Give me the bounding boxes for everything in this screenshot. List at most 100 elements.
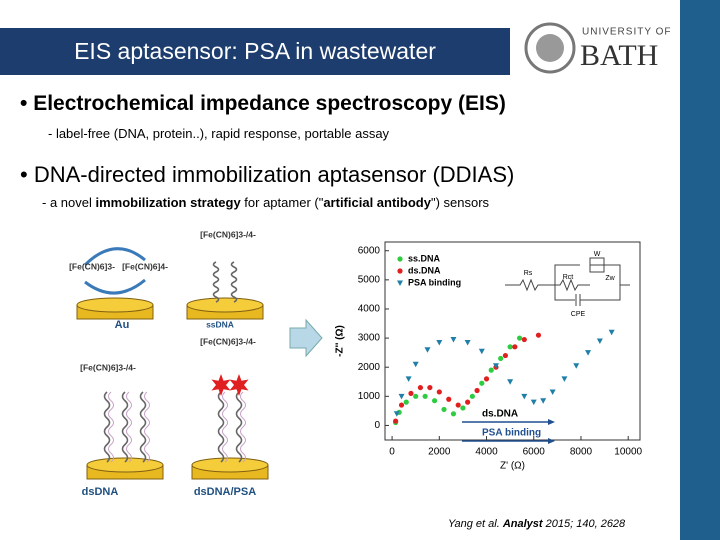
data-point	[398, 393, 405, 400]
data-point	[405, 376, 412, 382]
data-point	[431, 398, 438, 404]
data-point	[422, 393, 428, 399]
text-segment: ") sensors	[430, 195, 490, 210]
data-point	[540, 398, 547, 404]
text-segment: - a novel	[42, 195, 96, 210]
circuit-label: Zw	[605, 275, 615, 282]
data-point	[596, 338, 603, 344]
y-tick-label: 2000	[358, 362, 381, 373]
schematic-label: Au	[115, 319, 130, 331]
circuit-label: Rct	[563, 274, 574, 281]
cycle-arrow	[83, 247, 146, 267]
dna-strand	[139, 391, 147, 463]
data-point	[535, 332, 542, 338]
dna-strand	[230, 261, 238, 303]
dna-strand	[144, 391, 150, 463]
data-point	[398, 402, 405, 408]
y-axis-title: -Z'' (Ω)	[335, 325, 346, 357]
data-point	[393, 411, 400, 417]
legend-label: ds.DNA	[408, 265, 441, 275]
circuit-label: W	[594, 251, 601, 258]
data-point	[507, 344, 513, 350]
psa-protein	[211, 374, 231, 396]
logo-emblem	[536, 34, 564, 62]
dna-strand	[240, 391, 246, 463]
circuit-box	[589, 257, 605, 273]
schematic-label: [Fe(CN)6]3-/4-	[200, 229, 256, 239]
electrode-top	[76, 297, 154, 313]
data-point	[516, 335, 523, 341]
data-point	[460, 405, 466, 411]
data-point	[498, 355, 504, 362]
circuit-inset	[500, 246, 635, 318]
dna-strand	[222, 391, 228, 463]
data-point	[424, 347, 431, 353]
dna-strand	[103, 391, 111, 463]
schematic-label: [Fe(CN)6]3-/4-	[200, 336, 256, 346]
data-point	[502, 352, 509, 359]
data-point	[483, 376, 490, 382]
data-point	[530, 399, 537, 406]
circuit-label: CPE	[571, 311, 586, 318]
dna-strand	[121, 391, 129, 463]
schematic-label: dsDNA	[82, 486, 119, 498]
x-axis-title: Z' (Ω)	[500, 461, 525, 472]
data-point	[561, 376, 568, 382]
logo: UNIVERSITY OF BATH	[524, 22, 672, 74]
cycle-arrow	[84, 278, 146, 295]
bullet-text: Electrochemical impedance spectroscopy (…	[33, 92, 506, 115]
y-tick-label: 5000	[358, 274, 381, 285]
x-tick-label: 8000	[570, 447, 593, 458]
y-tick-label: 1000	[358, 391, 381, 402]
data-point	[436, 339, 443, 346]
y-tick-label: 3000	[358, 333, 381, 344]
data-point	[450, 337, 457, 343]
text-segment: immobilization strategy	[95, 195, 241, 210]
data-point	[450, 411, 457, 417]
data-point	[427, 384, 433, 391]
chart: 0 2000 4000 6000 8000 10000 0 1000 2000 3000 4000 5…	[335, 241, 643, 472]
bullet: • DNA-directed immobilization aptasensor…	[20, 162, 515, 187]
legend-marker	[397, 280, 403, 286]
x-tick-label: 6000	[523, 447, 546, 458]
data-point	[478, 348, 485, 355]
y-tick-label: 0	[374, 420, 380, 431]
dna-strand	[126, 391, 132, 463]
bullet-text: DNA-directed immobilization aptasensor (…	[33, 162, 515, 187]
y-tick-label: 6000	[358, 245, 381, 256]
data-point	[585, 350, 592, 356]
side-strip	[680, 0, 720, 540]
electrode-top	[191, 457, 269, 473]
legend-label: PSA binding	[408, 277, 461, 287]
annotation: ds.DNA	[482, 409, 518, 420]
data-point	[474, 387, 480, 394]
data-point	[441, 406, 447, 413]
sub-bullet: - label-free (DNA, protein..), rapid res…	[48, 126, 389, 141]
text-segment: for aptamer ("	[240, 195, 324, 210]
text-segment: 2015; 140, 2628	[542, 518, 626, 530]
y-tick-label: 4000	[358, 304, 381, 315]
circuit-label: Rs	[524, 270, 533, 277]
data-point	[412, 361, 419, 368]
sub-text: - label-free (DNA, protein..), rapid res…	[48, 126, 390, 141]
x-tick-label: 4000	[475, 447, 498, 458]
schematic-label: [Fe(CN)6]3-	[69, 261, 115, 271]
slide-title: EIS aptasensor: PSA in wastewater	[0, 28, 510, 75]
plot-frame	[384, 241, 641, 441]
data-point	[464, 339, 471, 346]
bullet: • Electrochemical impedance spectroscopy…	[20, 92, 506, 115]
psa-protein	[229, 374, 249, 396]
data-point	[446, 396, 452, 402]
legend-marker	[397, 268, 403, 274]
text-segment: artificial antibody	[323, 195, 431, 210]
dna-strand	[235, 391, 243, 463]
legend-marker	[397, 256, 403, 262]
arrow	[289, 318, 323, 358]
logo-text: UNIVERSITY OF	[582, 27, 672, 38]
block-arrow	[289, 318, 323, 358]
data-point	[417, 384, 424, 391]
electrode-top	[186, 297, 264, 313]
data-point	[455, 402, 461, 408]
data-point	[512, 344, 518, 350]
